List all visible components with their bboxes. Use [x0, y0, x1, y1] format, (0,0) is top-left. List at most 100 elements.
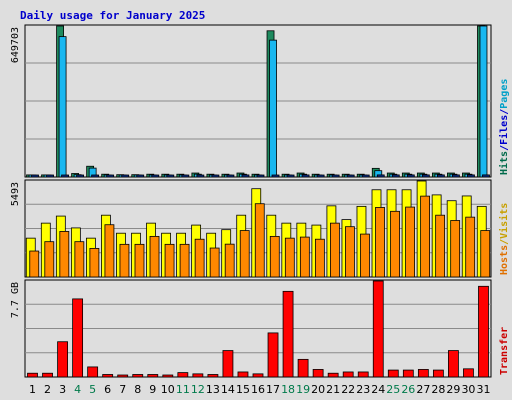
transfer-transfer-bar-day-13	[207, 374, 219, 378]
visits-hosts-bar-day-10	[164, 243, 175, 278]
day-tick-16: 16	[251, 383, 265, 396]
hits-pages-bar-day-21	[331, 174, 340, 178]
hits-pages-bar-day-12	[196, 174, 205, 178]
hits-pages-bar-day-18	[286, 174, 295, 178]
day-tick-24: 24	[371, 383, 385, 396]
hits-pages-bar-day-17	[271, 174, 280, 178]
visits-legend-part-2: Visits	[498, 203, 510, 239]
day-tick-19: 19	[296, 383, 310, 396]
transfer-transfer-bar-day-22	[342, 371, 354, 378]
transfer-transfer-bar-day-17	[267, 332, 279, 378]
day-tick-25: 25	[386, 383, 400, 396]
transfer-transfer-bar-day-5	[87, 366, 99, 378]
day-tick-29: 29	[446, 383, 460, 396]
transfer-transfer-bar-day-27	[417, 369, 429, 378]
transfer-legend-part-0: Transfer	[499, 327, 510, 375]
transfer-transfer-bar-day-10	[162, 374, 174, 378]
hits-pages-bar-day-20	[316, 174, 325, 178]
hits-legend-group: Hits/Files/Pages	[498, 79, 510, 175]
transfer-transfer-bar-day-20	[312, 369, 324, 378]
hits-pages-bar-day-16	[256, 174, 265, 178]
hits-pages-bar-day-14	[226, 174, 235, 178]
hits-pages-bar-day-22	[346, 174, 355, 178]
visits-hosts-bar-day-29	[450, 220, 461, 278]
day-tick-3: 3	[59, 383, 66, 396]
hits-pages-bar-day-1	[31, 174, 39, 178]
transfer-transfer-bar-day-31	[478, 285, 489, 378]
day-tick-18: 18	[281, 383, 295, 396]
transfer-transfer-bar-day-25	[387, 369, 399, 378]
day-tick-17: 17	[266, 383, 280, 396]
transfer-transfer-bar-day-18	[282, 290, 294, 378]
transfer-transfer-bar-day-9	[147, 374, 159, 378]
visits-hosts-bar-day-9	[149, 235, 160, 278]
hits-legend-part-0: Hits	[498, 151, 510, 175]
day-tick-6: 6	[104, 383, 111, 396]
hits-legend-part-2: Files	[498, 115, 510, 145]
hits-pages-bar-day-13	[211, 174, 220, 178]
transfer-transfer-bar-day-29	[448, 350, 459, 378]
transfer-transfer-bar-day-6	[102, 374, 114, 378]
day-tick-15: 15	[236, 383, 250, 396]
transfer-transfer-bar-day-19	[297, 358, 309, 378]
hits-pages-bar-day-28	[436, 174, 445, 178]
day-tick-31: 31	[476, 383, 490, 396]
day-tick-8: 8	[134, 383, 141, 396]
hits-pages-bar-day-4	[76, 174, 85, 178]
transfer-panel: 7.7 GB Transfer	[10, 279, 510, 378]
visits-hosts-bar-day-13	[209, 247, 220, 278]
hits-legend-part-3: /	[499, 109, 510, 115]
hits-pages-bar-day-31	[482, 174, 490, 178]
visits-hosts-bar-day-24	[375, 207, 385, 278]
day-tick-30: 30	[461, 383, 475, 396]
hits-pages-bar-day-5	[91, 174, 100, 178]
transfer-transfer-bar-day-8	[132, 374, 144, 378]
day-tick-4: 4	[74, 383, 81, 396]
hits-legend-part-1: /	[499, 145, 510, 151]
day-tick-9: 9	[149, 383, 156, 396]
hits-files-bar-day-17	[269, 39, 277, 178]
hits-files-bar-day-3	[58, 36, 67, 178]
visits-hosts-bar-day-16	[254, 203, 265, 278]
hits-pages-bar-day-27	[421, 174, 430, 178]
hits-pages-bar-day-23	[361, 174, 370, 178]
transfer-transfer-bar-day-15	[237, 371, 249, 378]
visits-hosts-bar-day-2	[44, 241, 55, 278]
transfer-transfer-bar-day-3	[57, 341, 68, 378]
visits-hosts-bar-day-11	[179, 243, 190, 278]
transfer-transfer-bar-day-30	[463, 368, 474, 378]
day-tick-26: 26	[401, 383, 415, 396]
day-tick-1: 1	[29, 383, 36, 396]
day-tick-21: 21	[326, 383, 340, 396]
hits-legend: Hits/Files/Pages	[498, 79, 510, 175]
day-tick-2: 2	[44, 383, 51, 396]
transfer-transfer-bar-day-1	[27, 372, 38, 378]
visits-legend: Hosts/Visits	[498, 203, 510, 275]
visits-hosts-bar-day-3	[59, 231, 70, 278]
hits-pages-bar-day-3	[61, 174, 69, 178]
hits-files-bar-day-31	[479, 25, 488, 178]
visits-hosts-bar-day-4	[74, 241, 85, 278]
hits-max-label: 649703	[10, 27, 21, 63]
day-tick-5: 5	[89, 383, 96, 396]
transfer-transfer-bar-day-16	[252, 373, 264, 378]
day-tick-7: 7	[119, 383, 126, 396]
transfer-transfer-bar-day-4	[72, 298, 84, 378]
day-tick-12: 12	[191, 383, 205, 396]
hits-pages-bar-day-30	[467, 174, 475, 178]
transfer-transfer-bar-day-23	[357, 371, 369, 378]
hits-pages-bar-day-15	[241, 174, 250, 178]
transfer-legend-group: Transfer	[499, 327, 510, 375]
hits-pages-bar-day-29	[452, 174, 460, 178]
hits-legend-part-4: Pages	[499, 79, 510, 109]
hits-pages-bar-day-24	[376, 174, 385, 178]
transfer-legend: Transfer	[499, 327, 510, 375]
transfer-transfer-bar-day-12	[192, 373, 204, 378]
day-tick-23: 23	[356, 383, 370, 396]
transfer-transfer-bar-day-24	[372, 280, 384, 378]
visits-hosts-bar-day-6	[104, 224, 115, 278]
visits-hosts-bar-day-18	[284, 237, 295, 278]
visits-hosts-bar-day-5	[89, 247, 100, 278]
